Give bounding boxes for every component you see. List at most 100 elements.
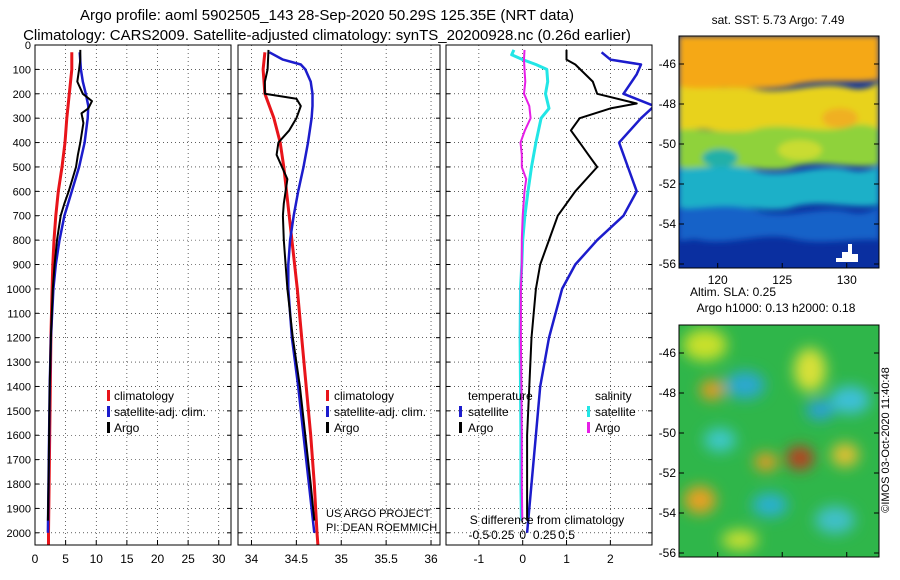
depth-tick-label: 1100 [7,308,31,320]
imos-credit: ©IMOS 03-Oct-2020 11:40:48 [880,367,892,512]
legend-argo: Argo [334,421,360,435]
sst-cyan-band [679,165,879,211]
latitude-tick-label: -50 [659,137,677,151]
temperature-tick-label: 5 [62,552,69,566]
temperature-tick-label: 20 [151,552,165,566]
sla-low [704,428,736,452]
sal-difference-tick-label: 0.5 [558,528,575,542]
legend-sal-argo-swatch [587,422,590,433]
sst-title: sat. SST: 5.73 Argo: 7.49 [712,13,845,27]
temp-difference-tick-label: 0 [519,552,526,566]
depth-tick-label: 1500 [7,406,31,418]
depth-tick-label: 400 [13,138,31,150]
sla-title: Altim. SLA: 0.25 [690,285,776,299]
legend-argo-swatch [326,422,329,433]
sla-map-panel: Altim. SLA: 0.25 Argo h1000: 0.13 h2000:… [659,285,892,560]
depth-tick-label: 0 [25,40,31,52]
temperature-tick-label: 30 [212,552,226,566]
longitude-tick-label: 120 [708,273,728,287]
depth-tick-label: 1400 [7,381,31,393]
salinity-tick-label: 36 [424,552,438,566]
latitude-tick-label: -56 [659,257,677,271]
sla-high [786,446,814,470]
sla-low [830,386,870,414]
depth-tick-label: 900 [13,260,31,272]
latitude-tick-label: -46 [659,57,677,71]
temperature-legend: climatology satellite-adj. clim. Argo [107,389,206,435]
latitude-tick-label: -54 [659,506,677,520]
pi-credit: PI: DEAN ROEMMICH [326,522,437,534]
sal-difference-tick-label: 0.25 [533,528,557,542]
legend-salinity-header: salinity [595,389,632,403]
sla-high [831,443,859,467]
longitude-tick-label: 130 [837,273,857,287]
legend-satellite-swatch [107,406,110,417]
legend-climatology: climatology [334,389,394,403]
sla-subtitle: Argo h1000: 0.13 h2000: 0.18 [697,301,856,315]
legend-satellite-swatch [326,406,329,417]
latitude-tick-label: -52 [659,177,677,191]
difference-legend: temperature salinity satellite Argo sate… [459,389,636,435]
sla-low [725,371,765,399]
legend-argo-swatch [107,422,110,433]
sla-heatmap [679,325,879,557]
header-line-1: Argo profile: aoml 5902505_143 28-Sep-20… [80,7,574,24]
legend-sal-satellite-swatch [587,406,590,417]
sal-difference-tick-label: -0.5 [469,528,490,542]
salinity-legend: climatology satellite-adj. clim. Argo [326,389,426,435]
legend-temp-satellite: satellite [468,405,509,419]
legend-sal-argo: Argo [595,421,621,435]
sla-high [794,348,826,392]
depth-tick-label: 1700 [7,455,31,467]
sst-frame [678,35,880,269]
sst-cool-eddy [702,149,738,167]
salinity-tick-label: 35.5 [374,552,398,566]
header-line-2: Climatology: CARS2009. Satellite-adjuste… [23,27,631,44]
latitude-tick-label: -48 [659,97,677,111]
depth-tick-label: 1300 [7,357,31,369]
sla-high [683,329,727,361]
legend-climatology-swatch [107,390,110,401]
temperature-tick-label: 10 [90,552,104,566]
salinity-tick-label: 34 [245,552,259,566]
difference-frame [445,44,653,546]
temp-difference-tick-label: -1 [474,552,485,566]
salinity-panel: 34 34.5 35 35.5 36 climatology satellite-adj… [237,44,441,566]
temperature-frame [34,44,232,546]
depth-tick-label: 2000 [7,528,31,540]
legend-climatology-swatch [326,390,329,401]
legend-climatology: climatology [114,389,174,403]
sst-warm-eddy [778,140,822,160]
legend-satellite: satellite-adj. clim. [334,405,426,419]
temperature-tick-label: 25 [181,552,195,566]
salinity-frame [237,44,441,546]
d-series-argo-line [526,49,638,521]
legend-temp-argo: Argo [468,421,494,435]
s-series-satellite-adj-clim--line [268,51,316,533]
latitude-tick-label: -50 [659,426,677,440]
depth-tick-label: 1900 [7,503,31,515]
d-series-satellite-line [525,51,652,533]
legend-temp-argo-swatch [459,422,462,433]
project-credit: US ARGO PROJECT [326,508,431,520]
sla-low [752,493,788,517]
depth-tick-label: 1000 [7,284,31,296]
latitude-tick-label: -48 [659,386,677,400]
temp-difference-tick-label: 1 [563,552,570,566]
depth-tick-label: 100 [13,64,31,76]
temperature-tick-label: 15 [120,552,134,566]
temperature-tick-label: 0 [32,552,39,566]
longitude-tick-label: 125 [772,273,792,287]
sst-heatmap [679,36,879,268]
t-series-argo-line [46,49,93,521]
depth-tick-label: 600 [13,186,31,198]
depth-tick-label: 1200 [7,333,31,345]
sst-warm-band [679,36,879,91]
latitude-tick-label: -52 [659,466,677,480]
depth-tick-label: 200 [13,89,31,101]
latitude-tick-label: -54 [659,217,677,231]
sla-low [815,506,855,534]
latitude-tick-label: -56 [659,546,677,560]
depth-tick-label: 1800 [7,479,31,491]
